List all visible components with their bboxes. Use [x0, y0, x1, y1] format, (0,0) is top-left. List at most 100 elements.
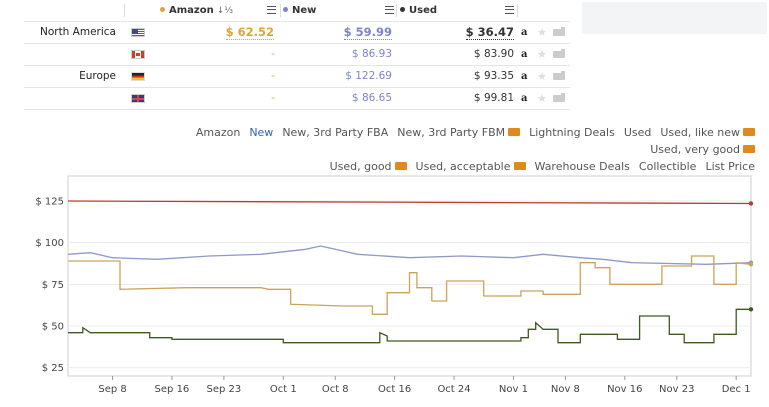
chart-legend: Amazon New New, 3rd Party FBA New, 3rd Part…: [100, 124, 755, 175]
amazon-column-header[interactable]: Amazon ↓⅓: [160, 0, 233, 21]
legend-item[interactable]: Collectible: [639, 160, 697, 173]
legend-item-label: Lightning Deals: [529, 126, 615, 139]
legend-item[interactable]: Amazon: [196, 126, 240, 139]
used-price[interactable]: $ 83.90: [473, 48, 514, 60]
amazon-price-value[interactable]: $ 62.52: [225, 25, 274, 40]
plot-area: [67, 175, 752, 377]
y-tick-label: $ 100: [35, 238, 64, 249]
legend-item-label: Used, acceptable: [415, 160, 511, 173]
legend-item[interactable]: Lightning Deals: [529, 126, 615, 139]
x-tick-label: Sep 16: [155, 384, 190, 395]
amazon-price: -: [271, 92, 275, 104]
legend-item-label: Collectible: [638, 160, 697, 173]
legend-item-label: New: [249, 126, 274, 139]
x-tick-label: Nov 8: [551, 384, 580, 395]
truck-icon: [508, 128, 521, 136]
amazon-icon[interactable]: a: [521, 93, 528, 104]
truck-icon[interactable]: [553, 93, 565, 102]
amazon-color-dot: [160, 6, 165, 12]
amazon-icon[interactable]: a: [521, 71, 528, 82]
y-tick-label: $ 25: [42, 363, 64, 374]
truck-icon: [743, 145, 755, 153]
y-tick-label: $ 75: [42, 280, 64, 291]
ca-flag-icon: [131, 50, 145, 59]
legend-item-label: New, 3rd Party FBM: [397, 126, 506, 139]
new-price[interactable]: $ 86.65: [351, 92, 392, 104]
star-icon[interactable]: ★: [537, 70, 547, 83]
x-tick-label: Sep 23: [207, 384, 242, 395]
truck-icon[interactable]: [553, 27, 565, 36]
series-end-point-2: [748, 262, 754, 267]
truck-icon[interactable]: [553, 49, 565, 58]
amazon-price[interactable]: $ 62.52: [212, 22, 274, 44]
amazon-icon[interactable]: a: [521, 49, 528, 60]
series-line-2: [68, 255, 752, 315]
truck-icon[interactable]: [553, 71, 565, 80]
used-column-menu-icon[interactable]: [505, 6, 514, 14]
sort-descending-icon[interactable]: ↓⅓: [216, 6, 233, 16]
column-separator: [517, 4, 518, 17]
used-price-value[interactable]: $ 36.47: [465, 25, 514, 40]
new-price[interactable]: $ 59.99: [324, 22, 392, 44]
legend-item-label: Used, like new: [660, 126, 740, 139]
legend-item-label: New, 3rd Party FBA: [282, 126, 389, 139]
used-price[interactable]: $ 99.81: [473, 92, 514, 104]
amazon-header-label: Amazon: [169, 5, 214, 16]
new-color-dot: [283, 6, 288, 12]
new-column-menu-icon[interactable]: [385, 6, 394, 14]
legend-item[interactable]: Used: [624, 126, 652, 139]
series-line-3: [68, 308, 751, 344]
amazon-column-menu-icon[interactable]: [267, 6, 276, 14]
amazon-icon[interactable]: a: [521, 27, 528, 38]
legend-item[interactable]: New: [249, 126, 273, 139]
column-separator: [396, 4, 397, 17]
legend-item[interactable]: New, 3rd Party FBA: [282, 126, 388, 139]
legend-item-label: Amazon: [195, 126, 241, 139]
star-icon[interactable]: ★: [537, 48, 547, 61]
y-tick-label: $ 50: [42, 322, 64, 333]
legend-item[interactable]: New, 3rd Party FBM: [397, 126, 521, 139]
blurred-panel: [582, 2, 767, 34]
legend-item-label: Used, good: [329, 160, 392, 173]
region-label: Europe: [79, 70, 116, 82]
new-price-value[interactable]: $ 59.99: [343, 25, 392, 40]
series-line-1: [67, 245, 752, 265]
truck-icon: [743, 128, 755, 136]
legend-item[interactable]: Used, like new: [660, 126, 755, 139]
star-icon[interactable]: ★: [537, 26, 547, 39]
price-table: Amazon ↓⅓ New Used North America $ 62.52 …: [24, 0, 570, 110]
series-line-0: [67, 200, 752, 205]
x-tick-label: Oct 24: [437, 384, 470, 395]
used-price[interactable]: $ 93.35: [473, 70, 514, 82]
x-tick-label: Dec 1: [722, 384, 751, 395]
used-header-label: Used: [409, 5, 438, 16]
x-tick-label: Nov 16: [607, 384, 642, 395]
region-label: North America: [39, 26, 116, 38]
legend-item[interactable]: List Price: [705, 160, 755, 173]
used-color-dot: [400, 6, 405, 12]
used-price[interactable]: $ 36.47: [452, 22, 514, 44]
legend-item[interactable]: Used, acceptable: [416, 160, 526, 173]
legend-item[interactable]: Warehouse Deals: [535, 160, 630, 173]
table-header-row: Amazon ↓⅓ New Used: [24, 0, 570, 22]
price-history-chart[interactable]: $ 25 $ 50 $ 75 $ 100 $ 125 Sep 8 Sep 16 Sep 23 O…: [0, 170, 769, 407]
amazon-price: -: [271, 70, 275, 82]
x-tick-label: Sep 8: [98, 384, 126, 395]
x-tick-label: Oct 8: [322, 384, 349, 395]
x-tick-label: Oct 1: [270, 384, 297, 395]
table-row: North America $ 62.52 $ 59.99 $ 36.47 a …: [24, 22, 570, 44]
de-flag-icon: [131, 72, 145, 81]
new-column-header[interactable]: New: [283, 0, 316, 21]
legend-item-label: Used, very good: [650, 143, 740, 156]
table-row: - $ 86.65 $ 99.81 a ★: [24, 88, 570, 110]
used-column-header[interactable]: Used: [400, 0, 437, 21]
x-tick-label: Nov 1: [499, 384, 528, 395]
y-tick-label: $ 125: [35, 197, 64, 208]
legend-item[interactable]: Used, good: [330, 160, 407, 173]
new-price[interactable]: $ 122.69: [345, 70, 392, 82]
star-icon[interactable]: ★: [537, 92, 547, 105]
new-price[interactable]: $ 86.93: [351, 48, 392, 60]
legend-item[interactable]: Used, very good: [650, 143, 755, 156]
uk-flag-icon: [131, 94, 145, 103]
table-row: - $ 86.93 $ 83.90 a ★: [24, 44, 570, 66]
